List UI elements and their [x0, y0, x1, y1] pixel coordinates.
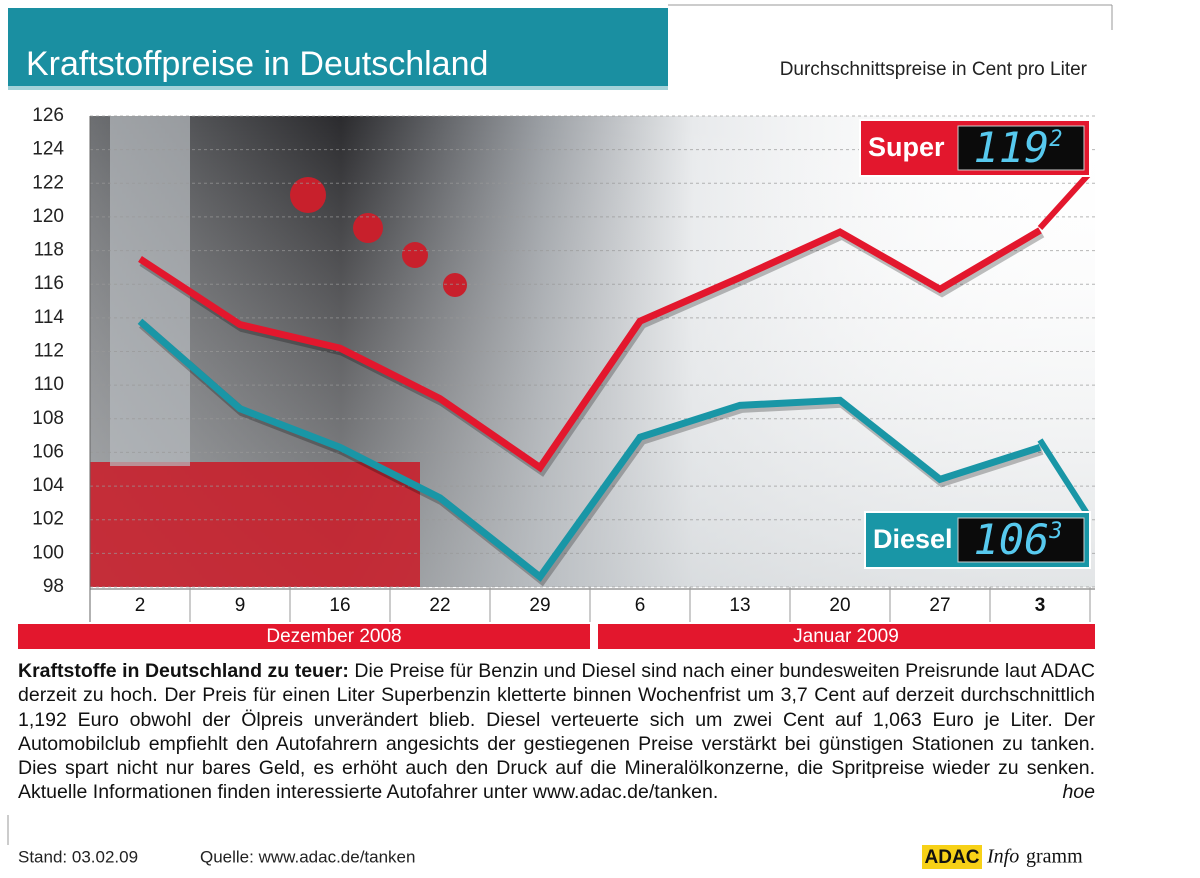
y-tick-label: 120 [32, 206, 64, 227]
lead: Kraftstoffe in Deutschland zu teuer: [18, 660, 349, 682]
x-tick-label: 22 [429, 595, 450, 616]
logo-box [922, 845, 982, 869]
y-tick-label: 124 [32, 139, 64, 160]
pointer [1037, 172, 1091, 231]
pointer [1037, 438, 1091, 517]
footer-stand: Stand: 03.02.09 [18, 847, 138, 866]
month-bar [598, 624, 1095, 649]
x-tick-label: 9 [235, 595, 246, 616]
logo-info: Info [986, 846, 1019, 868]
chart-title: Kraftstoffpreise in Deutschland [26, 45, 488, 83]
y-tick-label: 98 [43, 576, 64, 597]
author: hoe [1062, 781, 1095, 804]
y-tick-label: 118 [34, 240, 64, 261]
value-label: 1063 [973, 515, 1062, 564]
y-tick-label: 116 [34, 273, 64, 294]
x-tick-label: 3 [1035, 595, 1046, 616]
x-tick-label: 2 [135, 595, 146, 616]
y-tick-label: 126 [32, 105, 64, 126]
y-tick-label: 112 [34, 341, 64, 362]
legend-label: Diesel [873, 524, 953, 554]
footer-source: Quelle: www.adac.de/tanken [200, 847, 415, 866]
legend-label: Super [868, 132, 945, 162]
logo-brand: ADAC [925, 847, 980, 868]
article-text: Kraftstoffe in Deutschland zu teuer: Die… [18, 659, 1095, 805]
month-label: Januar 2009 [793, 626, 899, 647]
y-tick-label: 108 [32, 408, 64, 429]
y-tick-label: 114 [34, 307, 65, 328]
x-tick-label: 29 [529, 595, 550, 616]
chart-subtitle: Durchschnittspreise in Cent pro Liter [780, 59, 1088, 80]
x-tick-label: 16 [329, 595, 350, 616]
x-tick-label: 13 [729, 595, 750, 616]
y-tick-label: 106 [32, 441, 64, 462]
x-tick-label: 20 [829, 595, 850, 616]
series-line [137, 318, 1042, 582]
y-tick-label: 122 [32, 172, 64, 193]
logo-rest: gramm [1026, 846, 1083, 868]
body: Die Preise für Benzin und Diesel sind na… [18, 660, 1095, 804]
x-tick-label: 6 [635, 595, 646, 616]
x-tick-label: 27 [929, 595, 950, 616]
series-line [138, 227, 1042, 473]
y-tick-label: 104 [32, 475, 64, 496]
value-label: 1192 [973, 123, 1062, 172]
month-label: Dezember 2008 [266, 626, 401, 647]
y-tick-label: 102 [32, 509, 64, 530]
title-bar [8, 8, 668, 90]
led-box [957, 517, 1085, 563]
title-bar-line [8, 86, 668, 90]
y-tick-label: 100 [32, 542, 64, 563]
led-box [957, 125, 1085, 171]
month-bar [18, 624, 590, 649]
y-tick-label: 110 [34, 374, 64, 395]
